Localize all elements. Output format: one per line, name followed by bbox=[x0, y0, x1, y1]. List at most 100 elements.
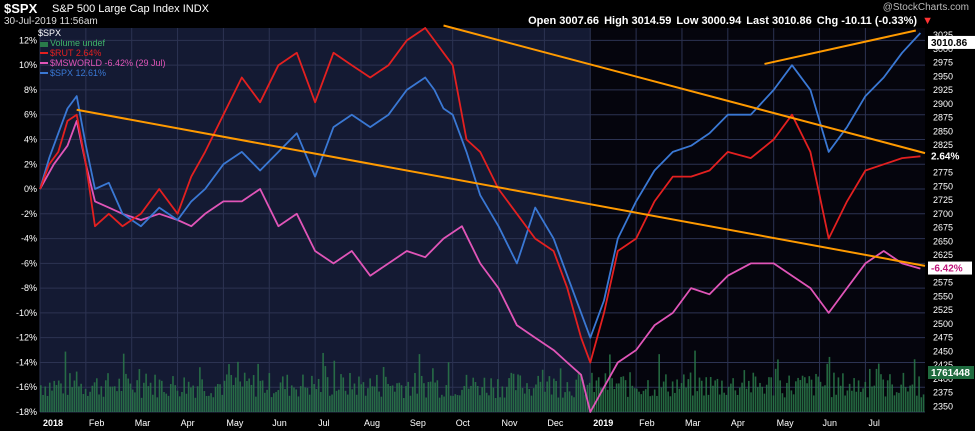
volume-bar bbox=[382, 366, 385, 412]
volume-bar bbox=[653, 389, 656, 412]
volume-bar bbox=[848, 383, 851, 412]
volume-tag-box bbox=[928, 366, 974, 379]
volume-bar bbox=[886, 380, 889, 412]
volume-bar bbox=[425, 397, 427, 412]
volume-bar bbox=[615, 383, 618, 412]
volume-bar bbox=[893, 395, 896, 412]
right-tick-label: 2450 bbox=[933, 346, 953, 356]
rut-tag-box bbox=[928, 149, 968, 163]
volume-bar bbox=[297, 396, 300, 412]
volume-bar bbox=[895, 392, 898, 412]
x-tick-label: Apr bbox=[731, 418, 745, 428]
volume-bar bbox=[443, 396, 445, 412]
volume-bar bbox=[313, 384, 315, 412]
volume-bar bbox=[100, 386, 103, 412]
volume-bar bbox=[331, 394, 333, 412]
right-tick-label: 2525 bbox=[933, 305, 953, 315]
volume-bar bbox=[40, 385, 42, 412]
right-tick-label: 2825 bbox=[933, 140, 953, 150]
right-tick-label: 2900 bbox=[933, 99, 953, 109]
volume-bar bbox=[288, 395, 291, 412]
volume-bar bbox=[380, 396, 383, 412]
volume-bar bbox=[259, 380, 262, 412]
volume-bar bbox=[311, 375, 313, 412]
volume-bar bbox=[797, 377, 799, 412]
volume-bar bbox=[190, 387, 192, 412]
volume-bar bbox=[246, 381, 248, 412]
volume-bar bbox=[577, 373, 580, 412]
volume-bar bbox=[600, 387, 602, 412]
volume-bar bbox=[712, 385, 714, 412]
volume-bar bbox=[752, 372, 755, 412]
quote-bar: Open 3007.66 High 3014.59 Low 3000.94 La… bbox=[526, 15, 933, 27]
volume-bar bbox=[680, 383, 683, 412]
volume-bar bbox=[503, 397, 506, 412]
left-tick-label: 0% bbox=[24, 184, 37, 194]
volume-bar bbox=[613, 389, 616, 412]
volume-bar bbox=[362, 382, 365, 412]
x-tick-label: May bbox=[777, 418, 795, 428]
volume-bar bbox=[844, 395, 846, 412]
volume-bar bbox=[539, 381, 542, 412]
volume-bar bbox=[606, 389, 609, 412]
trend-line bbox=[443, 24, 926, 155]
right-tick-label: 2650 bbox=[933, 236, 953, 246]
volume-bar bbox=[864, 381, 867, 412]
volume-bar bbox=[485, 392, 488, 412]
left-tick-label: -4% bbox=[21, 234, 37, 244]
volume-bar bbox=[125, 373, 127, 412]
volume-bar bbox=[438, 397, 441, 412]
volume-bar bbox=[678, 388, 681, 412]
volume-bar bbox=[591, 372, 593, 412]
x-tick-label: Mar bbox=[135, 418, 151, 428]
volume-bar bbox=[463, 386, 466, 412]
volume-bar bbox=[239, 381, 242, 412]
volume-bar bbox=[857, 380, 860, 412]
volume-bar bbox=[107, 373, 109, 412]
volume-bar bbox=[837, 377, 840, 412]
volume-bar bbox=[532, 388, 535, 412]
volume-bar bbox=[523, 393, 526, 412]
volume-bar bbox=[889, 374, 891, 412]
volume-bar bbox=[337, 389, 340, 412]
volume-bar bbox=[196, 386, 199, 412]
volume-bar bbox=[111, 386, 114, 412]
volume-bar bbox=[342, 377, 345, 412]
x-tick-label: Sep bbox=[410, 418, 426, 428]
volume-bar bbox=[183, 377, 185, 412]
volume-bar bbox=[519, 375, 522, 412]
volume-bar bbox=[548, 376, 551, 412]
series-line-spx bbox=[39, 32, 922, 339]
volume-bar bbox=[602, 389, 604, 412]
left-tick-label: -12% bbox=[16, 333, 37, 343]
x-tick-label: Aug bbox=[364, 418, 380, 428]
volume-bar bbox=[411, 386, 414, 412]
volume-bar bbox=[765, 384, 768, 412]
volume-bar bbox=[779, 380, 781, 412]
volume-bar bbox=[703, 395, 705, 412]
msworld-tag: -6.42% bbox=[931, 264, 963, 275]
volume-bar bbox=[234, 377, 237, 412]
volume-bar bbox=[660, 387, 663, 412]
volume-bar bbox=[169, 384, 172, 412]
series-line-msworld bbox=[39, 120, 921, 413]
volume-bar bbox=[87, 395, 89, 412]
volume-bar bbox=[315, 389, 318, 412]
legend-volume-swatch bbox=[40, 42, 48, 47]
volume-bar bbox=[429, 381, 432, 412]
volume-bar bbox=[855, 391, 858, 412]
volume-bar bbox=[134, 392, 136, 412]
volume-bar bbox=[93, 382, 96, 412]
volume-bar bbox=[432, 368, 434, 412]
volume-bar bbox=[741, 382, 743, 412]
volume-bar bbox=[376, 374, 378, 412]
volume-bar bbox=[627, 396, 629, 412]
datetime-label: 30-Jul-2019 11:56am bbox=[4, 16, 98, 27]
volume-bar bbox=[187, 381, 190, 412]
right-tick-label: 2850 bbox=[933, 126, 953, 136]
volume-bar bbox=[904, 387, 907, 412]
volume-bar bbox=[217, 383, 219, 412]
volume-bar bbox=[407, 381, 410, 412]
volume-bar bbox=[290, 385, 293, 412]
right-tick-label: 2775 bbox=[933, 168, 953, 178]
